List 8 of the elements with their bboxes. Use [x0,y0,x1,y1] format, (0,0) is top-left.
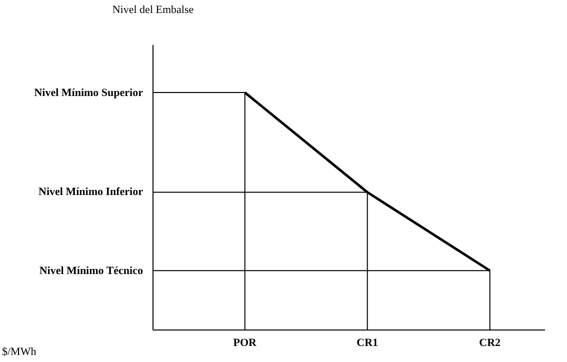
ref-line-label: Nivel Mínimo Técnico [39,264,143,278]
ref-line-label: Nivel Mínimo Superior [34,86,143,100]
text: Nivel del Embalse [112,4,194,16]
x-tick-label: CR2 [479,336,502,349]
x-tick-label: CR1 [356,336,378,349]
ref-line-label: Nivel Mínimo Inferior [38,185,143,200]
x-tick-label: POR [233,336,258,349]
text: $/MWh [2,346,36,358]
